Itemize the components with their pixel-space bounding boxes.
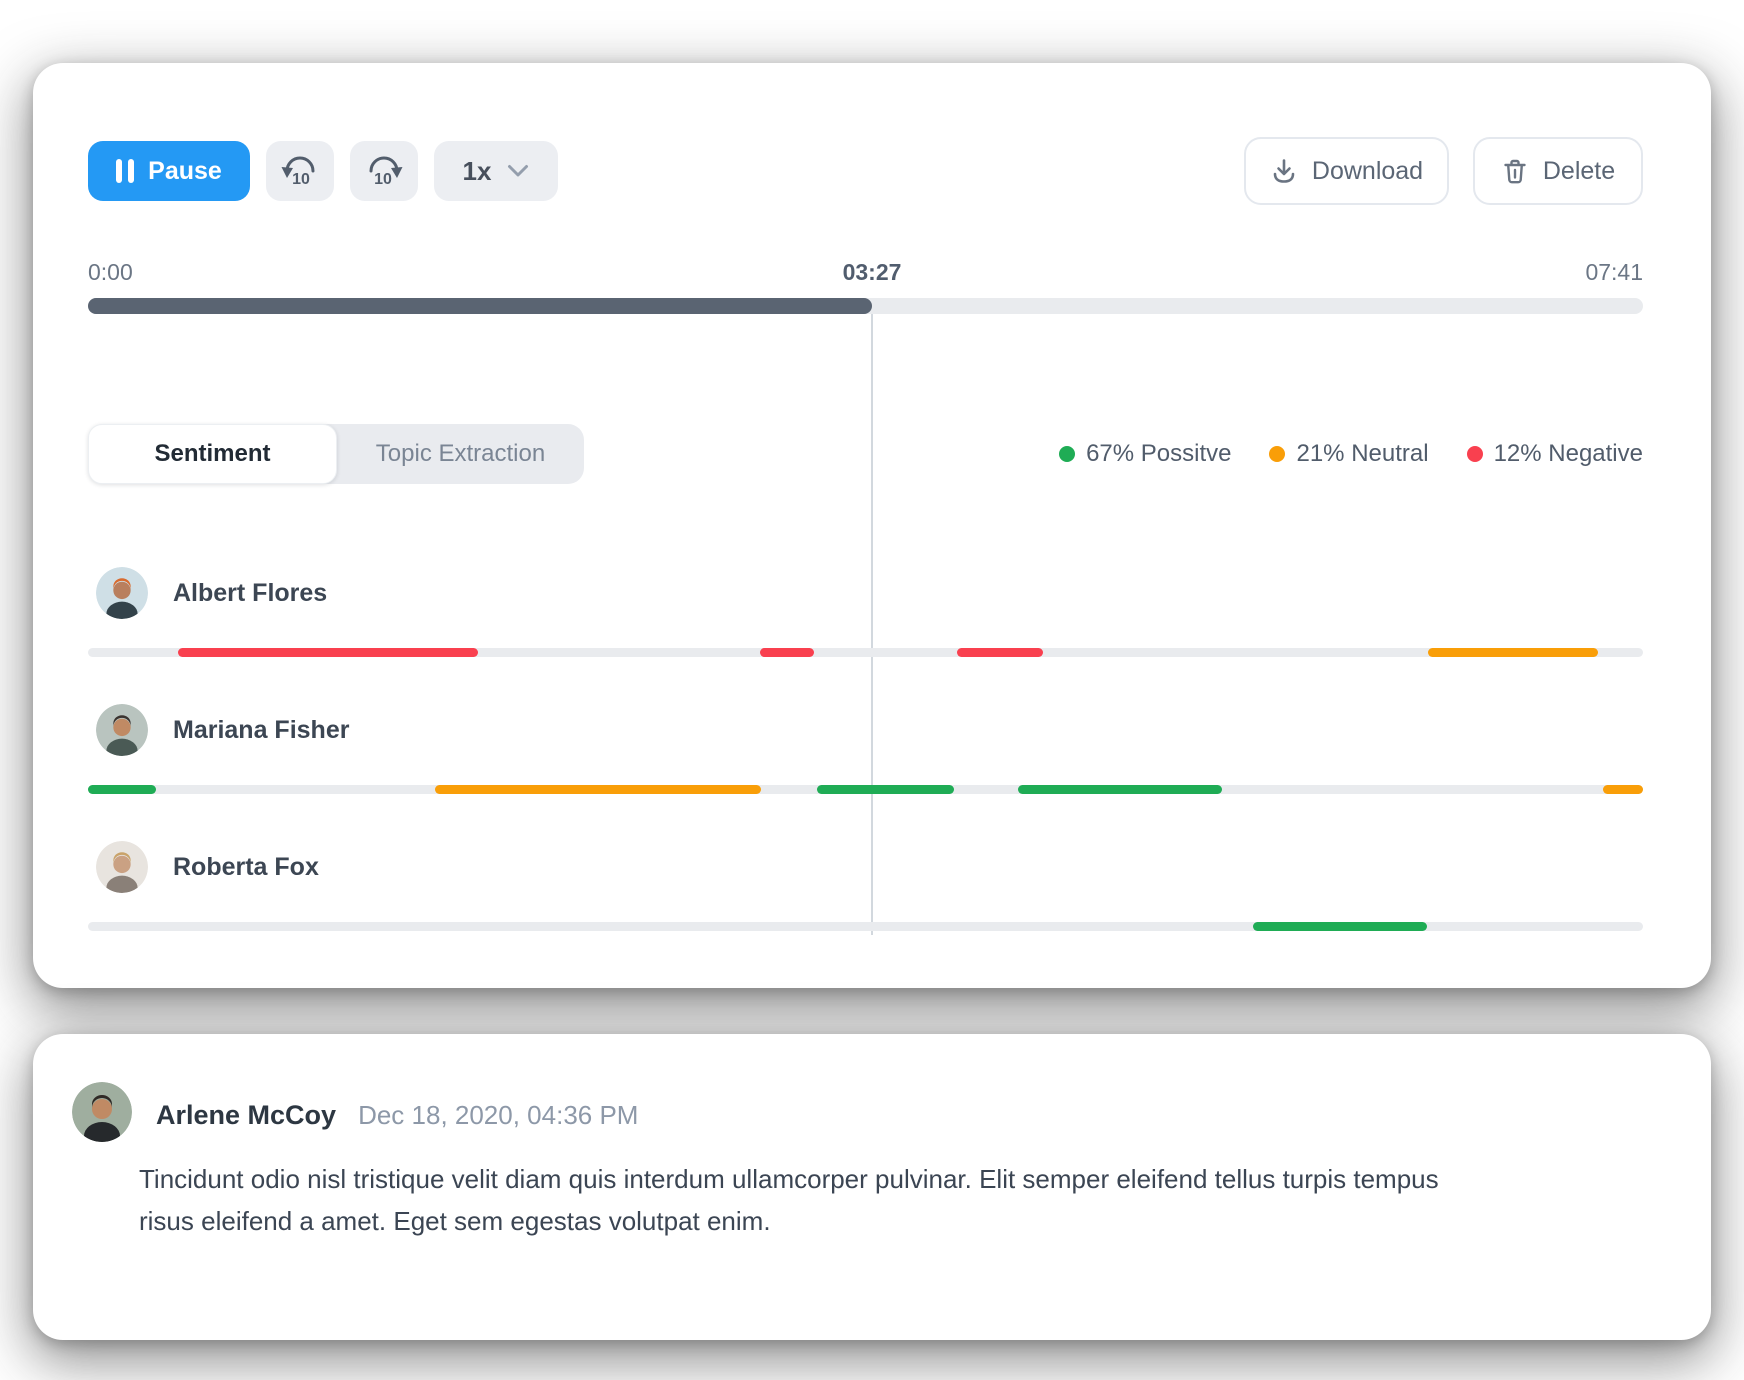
transcript-text: Tincidunt odio nisl tristique velit diam…	[139, 1164, 1439, 1236]
sentiment-track	[88, 785, 1643, 794]
pause-icon	[116, 159, 135, 183]
legend-item: 12% Negative	[1466, 440, 1643, 468]
avatar	[96, 841, 148, 893]
tab-sentiment-label: Sentiment	[154, 440, 271, 467]
speed-value: 1x	[462, 155, 492, 186]
avatar-image	[96, 704, 148, 756]
speaker-row-albert-flores: Albert Flores	[88, 567, 327, 619]
download-button[interactable]: Download	[1244, 137, 1449, 205]
speaker-row-roberta-fox: Roberta Fox	[88, 841, 319, 893]
sentiment-segment-negative	[178, 648, 479, 657]
sentiment-segment-positive	[88, 785, 157, 794]
tab-sentiment[interactable]: Sentiment	[88, 424, 337, 484]
transcript-speaker-name: Arlene McCoy	[156, 1100, 337, 1130]
skip-back-10-icon: 10	[281, 156, 315, 188]
legend-item: 67% Possitve	[1059, 440, 1231, 468]
progress-fill	[88, 298, 873, 314]
sentiment-segment-neutral	[1602, 785, 1643, 794]
trash-icon	[1504, 159, 1526, 184]
progress-bar[interactable]	[88, 298, 1643, 314]
player-card: Pause 10 10 1x	[33, 63, 1711, 988]
transcript-header: Arlene McCoy Dec 18, 2020, 04:36 PM	[156, 1100, 638, 1131]
playhead-line	[871, 314, 874, 935]
download-icon	[1273, 159, 1295, 183]
avatar-image	[96, 567, 148, 619]
delete-label: Delete	[1542, 156, 1616, 185]
legend-item: 21% Neutral	[1269, 440, 1429, 468]
avatar-image	[96, 841, 148, 893]
legend-label: 12% Negative	[1493, 440, 1643, 467]
player-toolbar: Pause 10 10 1x	[88, 137, 1643, 205]
legend: 67% Possitve 21% Neutral 12% Negative	[1059, 424, 1643, 484]
tab-topic-extraction-label: Topic Extraction	[375, 440, 546, 467]
speaker-row-mariana-fisher: Mariana Fisher	[88, 704, 349, 756]
legend-label: 21% Neutral	[1296, 440, 1429, 467]
time-elapsed: 0:00	[88, 259, 133, 285]
svg-text:10: 10	[374, 171, 392, 188]
legend-dot-icon	[1059, 446, 1076, 462]
skip-back-10-button[interactable]: 10	[266, 141, 334, 201]
avatar-image	[72, 1082, 132, 1142]
transcript-timestamp: Dec 18, 2020, 04:36 PM	[358, 1100, 639, 1130]
delete-button[interactable]: Delete	[1473, 137, 1643, 205]
sentiment-segment-neutral	[1428, 648, 1598, 657]
sentiment-segment-positive	[1252, 922, 1427, 931]
pause-button[interactable]: Pause	[88, 141, 250, 201]
speaker-name: Mariana Fisher	[173, 715, 350, 744]
svg-text:10: 10	[292, 171, 310, 188]
legend-label: 67% Possitve	[1086, 440, 1232, 467]
chevron-down-icon	[508, 165, 529, 177]
sentiment-track	[88, 648, 1643, 657]
timeline-labels: 0:00 03:27 07:41	[88, 259, 1643, 289]
playback-speed-button[interactable]: 1x	[434, 141, 558, 201]
legend-dot-icon	[1466, 446, 1483, 462]
sentiment-segment-positive	[817, 785, 955, 794]
time-total: 07:41	[1585, 259, 1643, 285]
speaker-name: Roberta Fox	[173, 852, 319, 881]
skip-forward-10-icon: 10	[369, 156, 403, 188]
avatar	[96, 704, 148, 756]
sentiment-track	[88, 922, 1643, 931]
sentiment-segment-negative	[759, 648, 815, 657]
speaker-name: Albert Flores	[173, 578, 328, 607]
avatar	[72, 1082, 132, 1142]
analysis-tabs: Sentiment Topic Extraction	[88, 424, 584, 484]
skip-forward-10-button[interactable]: 10	[350, 141, 418, 201]
download-label: Download	[1311, 156, 1424, 185]
avatar	[96, 567, 148, 619]
sentiment-segment-neutral	[434, 785, 762, 794]
time-current: 03:27	[842, 259, 902, 285]
sentiment-segment-positive	[1017, 785, 1222, 794]
sentiment-segment-negative	[957, 648, 1043, 657]
tab-topic-extraction[interactable]: Topic Extraction	[337, 424, 584, 484]
pause-label: Pause	[148, 156, 222, 185]
legend-dot-icon	[1269, 446, 1286, 462]
transcript-card: Arlene McCoy Dec 18, 2020, 04:36 PM Tinc…	[33, 1034, 1711, 1340]
